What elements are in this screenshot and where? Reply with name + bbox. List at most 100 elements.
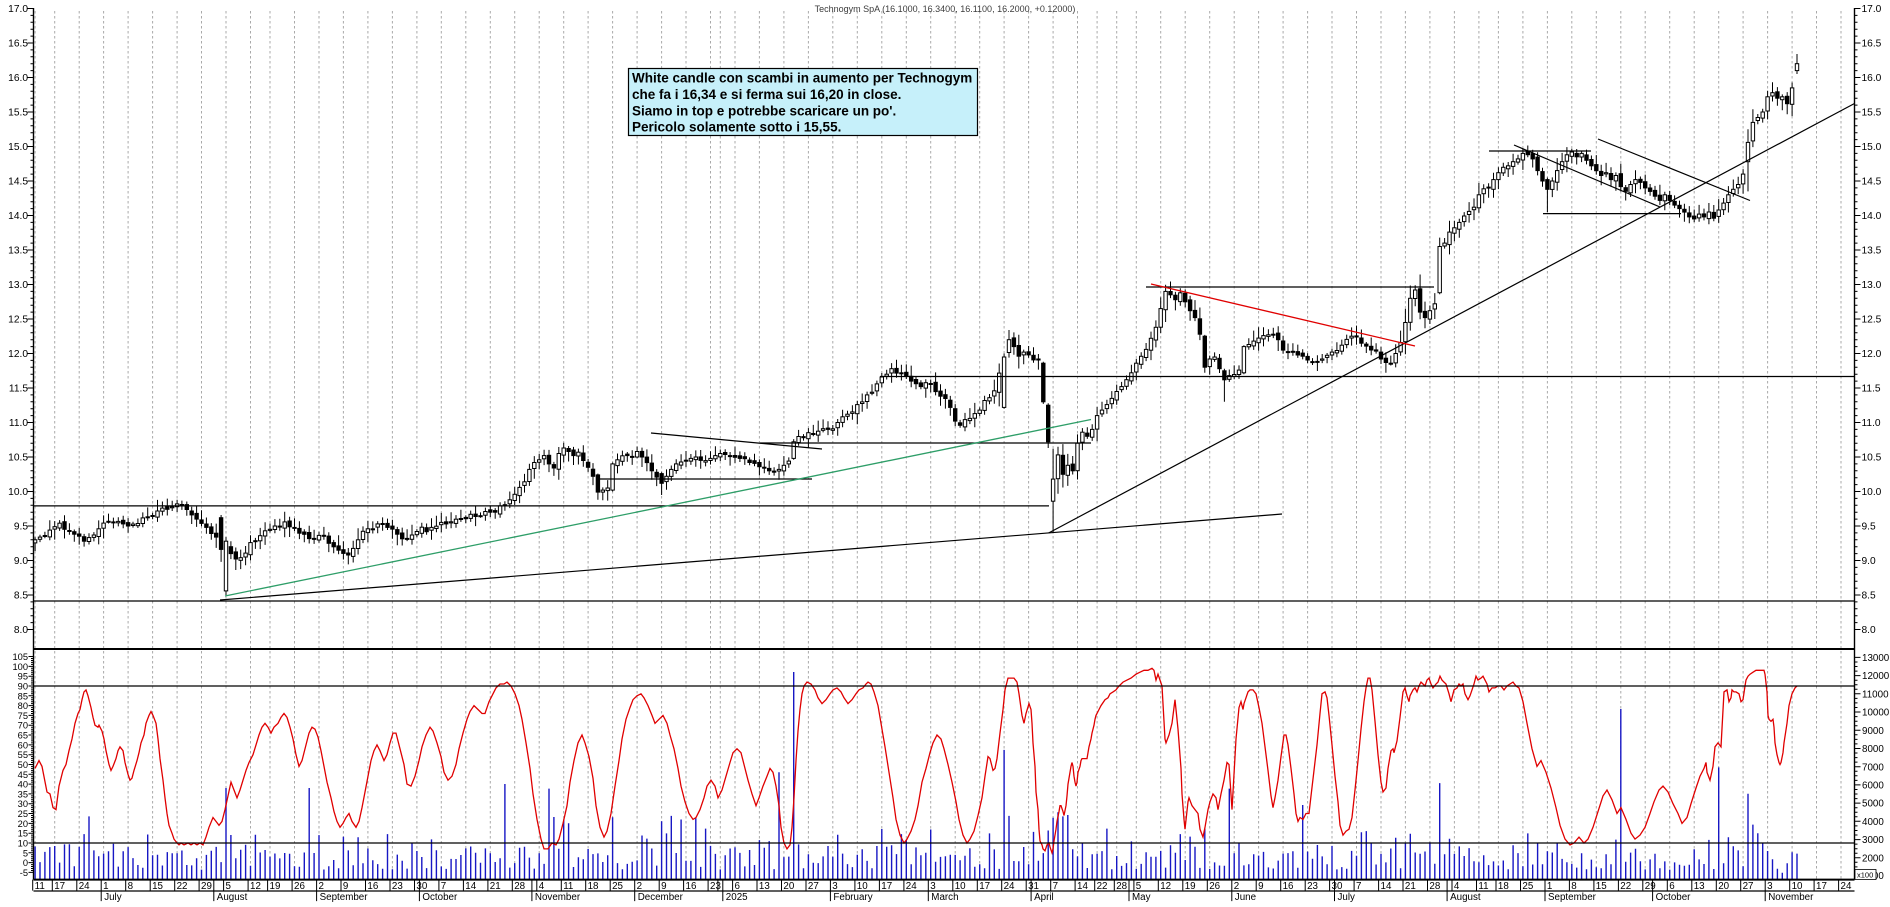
svg-text:11.0: 11.0 (9, 418, 28, 429)
svg-text:4: 4 (539, 881, 545, 892)
svg-text:105: 105 (12, 652, 28, 662)
svg-text:15: 15 (18, 829, 28, 839)
svg-text:17.0: 17.0 (8, 4, 28, 15)
svg-text:7: 7 (441, 881, 446, 892)
svg-text:December: December (638, 892, 684, 902)
svg-text:65: 65 (18, 730, 28, 740)
svg-text:70: 70 (18, 721, 28, 731)
svg-text:9000: 9000 (1862, 726, 1884, 737)
svg-text:12.0: 12.0 (8, 349, 28, 360)
svg-text:24: 24 (1004, 881, 1015, 892)
svg-text:7: 7 (1356, 881, 1361, 892)
svg-text:12: 12 (250, 881, 261, 892)
svg-text:12000: 12000 (1862, 671, 1890, 682)
svg-text:20: 20 (18, 819, 28, 829)
svg-text:May: May (1132, 892, 1151, 902)
svg-text:4000: 4000 (1862, 817, 1884, 828)
svg-text:28: 28 (514, 881, 525, 892)
svg-text:16.5: 16.5 (1862, 39, 1882, 50)
svg-text:17: 17 (979, 881, 990, 892)
svg-text:9.5: 9.5 (14, 522, 28, 533)
svg-text:25: 25 (1522, 881, 1533, 892)
svg-text:9.0: 9.0 (1862, 556, 1876, 567)
svg-text:15.5: 15.5 (8, 108, 28, 119)
svg-text:18: 18 (588, 881, 599, 892)
svg-text:February: February (833, 892, 872, 902)
svg-text:100: 100 (12, 662, 28, 672)
svg-text:21: 21 (1405, 881, 1416, 892)
svg-text:22: 22 (1097, 881, 1108, 892)
svg-text:November: November (1768, 892, 1814, 902)
svg-text:10.0: 10.0 (1862, 487, 1882, 498)
svg-text:20: 20 (783, 881, 794, 892)
svg-text:6: 6 (1669, 881, 1675, 892)
svg-text:March: March (931, 892, 958, 902)
svg-text:17: 17 (1816, 881, 1827, 892)
svg-text:28: 28 (1429, 881, 1440, 892)
svg-text:15.0: 15.0 (8, 142, 28, 153)
svg-text:3: 3 (832, 881, 838, 892)
svg-text:August: August (217, 892, 248, 902)
svg-text:5: 5 (226, 881, 232, 892)
svg-text:che fa i 16,34 e si ferma sui: che fa i 16,34 e si ferma sui 16,20 in c… (632, 87, 901, 102)
svg-text:95: 95 (18, 672, 28, 682)
svg-text:17: 17 (54, 881, 65, 892)
svg-text:20: 20 (1718, 881, 1729, 892)
svg-text:15.5: 15.5 (1862, 108, 1882, 119)
svg-text:13.5: 13.5 (1862, 246, 1882, 257)
svg-text:-5: -5 (20, 868, 28, 878)
svg-text:10: 10 (1792, 881, 1803, 892)
svg-text:11000: 11000 (1862, 689, 1889, 700)
svg-text:13.5: 13.5 (8, 246, 28, 257)
svg-text:15: 15 (1596, 881, 1607, 892)
svg-text:October: October (422, 892, 458, 902)
svg-text:26: 26 (294, 881, 305, 892)
svg-text:White candle con scambi in aum: White candle con scambi in aumento per T… (632, 71, 972, 86)
svg-text:8.0: 8.0 (1862, 625, 1876, 636)
svg-text:11.5: 11.5 (1862, 384, 1881, 395)
svg-text:0: 0 (23, 858, 28, 868)
svg-text:3000: 3000 (1862, 835, 1884, 846)
svg-text:Siamo in top e potrebbe scaric: Siamo in top e potrebbe scaricare un po'… (632, 103, 896, 118)
svg-text:28: 28 (1116, 881, 1127, 892)
svg-text:November: November (535, 892, 581, 902)
svg-text:13: 13 (1694, 881, 1705, 892)
svg-text:September: September (320, 892, 369, 902)
svg-text:21: 21 (490, 881, 501, 892)
svg-text:27: 27 (1743, 881, 1754, 892)
svg-text:13.0: 13.0 (1862, 280, 1882, 291)
svg-text:9: 9 (343, 881, 348, 892)
svg-text:25: 25 (18, 809, 28, 819)
svg-text:23: 23 (392, 881, 403, 892)
svg-text:14.5: 14.5 (1862, 177, 1882, 188)
svg-text:17: 17 (881, 881, 892, 892)
svg-text:2025: 2025 (726, 892, 748, 902)
svg-text:24: 24 (906, 881, 917, 892)
svg-text:6000: 6000 (1862, 780, 1884, 791)
svg-text:14.0: 14.0 (8, 211, 28, 222)
svg-text:8.5: 8.5 (1862, 591, 1876, 602)
svg-text:50: 50 (18, 760, 28, 770)
svg-text:10: 10 (857, 881, 868, 892)
svg-text:23: 23 (710, 881, 721, 892)
svg-text:30: 30 (18, 799, 28, 809)
svg-text:13.0: 13.0 (8, 280, 28, 291)
svg-text:September: September (1548, 892, 1597, 902)
svg-text:8000: 8000 (1862, 744, 1884, 755)
svg-text:8.0: 8.0 (14, 625, 28, 636)
svg-text:4: 4 (1454, 881, 1460, 892)
svg-text:9.5: 9.5 (1862, 522, 1876, 533)
svg-text:9: 9 (1258, 881, 1263, 892)
svg-text:9: 9 (661, 881, 666, 892)
svg-text:3: 3 (1767, 881, 1773, 892)
svg-text:40: 40 (18, 780, 28, 790)
svg-text:12.0: 12.0 (1862, 349, 1882, 360)
svg-text:2: 2 (637, 881, 642, 892)
svg-text:14: 14 (1077, 881, 1088, 892)
svg-text:June: June (1235, 892, 1257, 902)
svg-text:11.0: 11.0 (1862, 418, 1881, 429)
svg-text:8: 8 (128, 881, 134, 892)
svg-text:11: 11 (563, 881, 573, 892)
svg-text:12.5: 12.5 (8, 315, 28, 326)
svg-text:8: 8 (1571, 881, 1577, 892)
